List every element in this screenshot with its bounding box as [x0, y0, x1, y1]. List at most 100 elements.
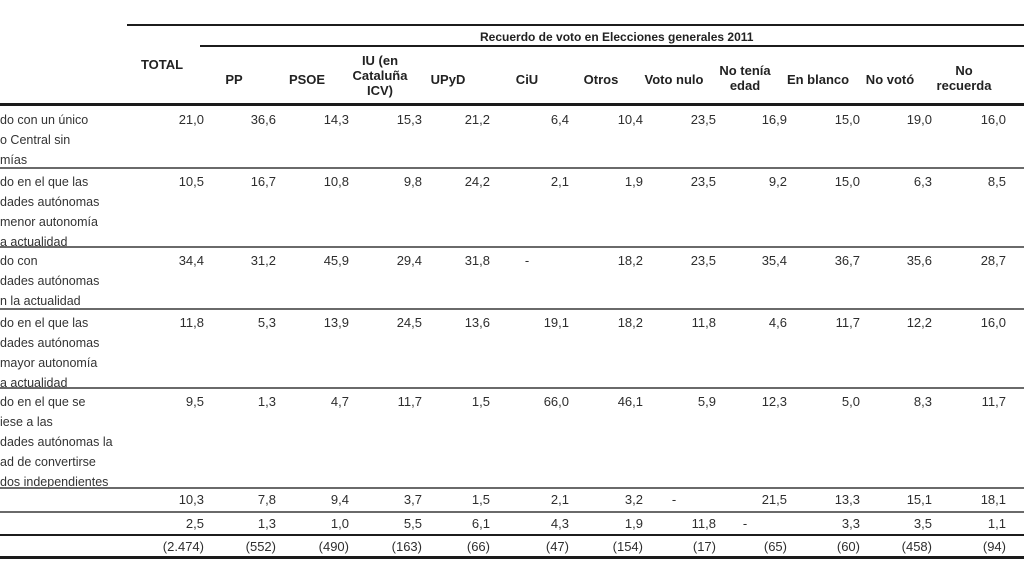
table-cell: 11,7: [981, 394, 1006, 409]
table-cell: (47): [545, 539, 569, 554]
table-cell: 13,9: [323, 315, 349, 330]
table-cell: 21,0: [178, 112, 204, 127]
table-cell: 24,2: [464, 174, 490, 189]
table-cell: 1,5: [471, 492, 490, 507]
table-cell: 19,0: [906, 112, 932, 127]
table-cell: 18,1: [980, 492, 1006, 507]
table-cell: (66): [466, 539, 490, 554]
table-cell: 7,8: [257, 492, 276, 507]
table-cell: 9,4: [330, 492, 349, 507]
table-cell: 11,8: [691, 315, 716, 330]
table-top-rule: [127, 24, 1024, 26]
table-cell: 3,2: [624, 492, 643, 507]
table-cell: 12,2: [906, 315, 932, 330]
table-cell: 1,1: [987, 516, 1006, 531]
table-cell: 15,3: [396, 112, 422, 127]
table-cell: 9,5: [185, 394, 204, 409]
table-cell: 1,9: [624, 174, 643, 189]
table-cell: 4,7: [330, 394, 349, 409]
table-cell: 11,7: [397, 394, 422, 409]
table-cell: 35,6: [906, 253, 932, 268]
table-cell: 9,2: [768, 174, 787, 189]
table-cell: 6,1: [471, 516, 490, 531]
table-cell: (17): [692, 539, 716, 554]
group-header: Recuerdo de voto en Elecciones generales…: [480, 30, 754, 44]
table-cell: 15,0: [834, 112, 860, 127]
column-header: No recuerda: [936, 63, 992, 93]
table-cell: 6,4: [550, 112, 569, 127]
table-cell: (154): [612, 539, 643, 554]
table-cell: 1,0: [330, 516, 349, 531]
table-cell: 8,5: [987, 174, 1006, 189]
column-header: No votó: [865, 72, 915, 87]
table-cell: (60): [836, 539, 860, 554]
table-cell: 19,1: [543, 315, 569, 330]
table-cell: 31,8: [464, 253, 490, 268]
table-cell: 5,5: [403, 516, 422, 531]
table-cell: 12,3: [761, 394, 787, 409]
table-cell: 35,4: [761, 253, 787, 268]
table-cell: 11,8: [691, 516, 716, 531]
table-cell: 66,0: [543, 394, 569, 409]
table-cell: 1,3: [257, 394, 276, 409]
table-cell: 1,3: [257, 516, 276, 531]
table-cell: 28,7: [980, 253, 1006, 268]
table-cell: 18,2: [617, 253, 643, 268]
table-cell: 36,6: [250, 112, 276, 127]
table-cell: 36,7: [834, 253, 860, 268]
table-cell: 31,2: [250, 253, 276, 268]
table-cell: 11,7: [835, 315, 860, 330]
table-cell: 16,9: [761, 112, 787, 127]
row-label: do en el que se iese a las dades autónomas…: [0, 395, 113, 489]
table-cell: 14,3: [323, 112, 349, 127]
column-header: En blanco: [786, 72, 850, 87]
column-header: Voto nulo: [644, 72, 704, 87]
table-cell: 21,2: [464, 112, 490, 127]
table-cell: 3,5: [913, 516, 932, 531]
table-cell: 8,3: [913, 394, 932, 409]
table-cell: 23,5: [690, 253, 716, 268]
table-cell: 3,7: [403, 492, 422, 507]
table-cell: 16,7: [250, 174, 276, 189]
table-cell: 23,5: [690, 112, 716, 127]
table-cell: (2.474): [162, 539, 204, 554]
table-cell: 4,6: [768, 315, 787, 330]
table-cell: 21,5: [761, 492, 787, 507]
column-header: IU (en Cataluña ICV): [352, 53, 408, 98]
table-cell: 10,3: [178, 492, 204, 507]
table-cell: 10,4: [617, 112, 643, 127]
row-label: do con un único o Central sin mías: [0, 113, 89, 167]
table-cell: -: [671, 492, 677, 507]
column-header: CiU: [515, 72, 539, 87]
table-cell: 16,0: [980, 112, 1006, 127]
row-separator: [0, 308, 1024, 310]
table-cell: 1,5: [471, 394, 490, 409]
table-cell: 16,0: [980, 315, 1006, 330]
table-cell: (458): [901, 539, 932, 554]
table-cell: 1,9: [624, 516, 643, 531]
table-cell: 46,1: [617, 394, 643, 409]
row-separator: [0, 534, 1024, 536]
table-cell: 5,3: [257, 315, 276, 330]
column-header: PP: [225, 72, 243, 87]
table-cell: (490): [318, 539, 349, 554]
table-cell: 13,3: [834, 492, 860, 507]
table-cell: 15,0: [834, 174, 860, 189]
table-cell: 6,3: [913, 174, 932, 189]
row-label: do en el que las dades autónomas mayor aut…: [0, 316, 100, 390]
table-cell: 2,5: [185, 516, 204, 531]
table-cell: 24,5: [396, 315, 422, 330]
header-bottom-rule: [0, 103, 1024, 106]
column-header: Otros: [583, 72, 619, 87]
row-separator: [0, 487, 1024, 489]
table-cell: 23,5: [690, 174, 716, 189]
row-label: do en el que las dades autónomas menor aut…: [0, 175, 100, 249]
column-header: TOTAL: [140, 57, 184, 72]
table-cell: 11,8: [179, 315, 204, 330]
table-cell: 45,9: [323, 253, 349, 268]
group-header-rule: [200, 45, 1024, 47]
table-cell: 34,4: [178, 253, 204, 268]
table-cell: 3,3: [841, 516, 860, 531]
table-cell: 15,1: [906, 492, 932, 507]
table-cell: 13,6: [464, 315, 490, 330]
